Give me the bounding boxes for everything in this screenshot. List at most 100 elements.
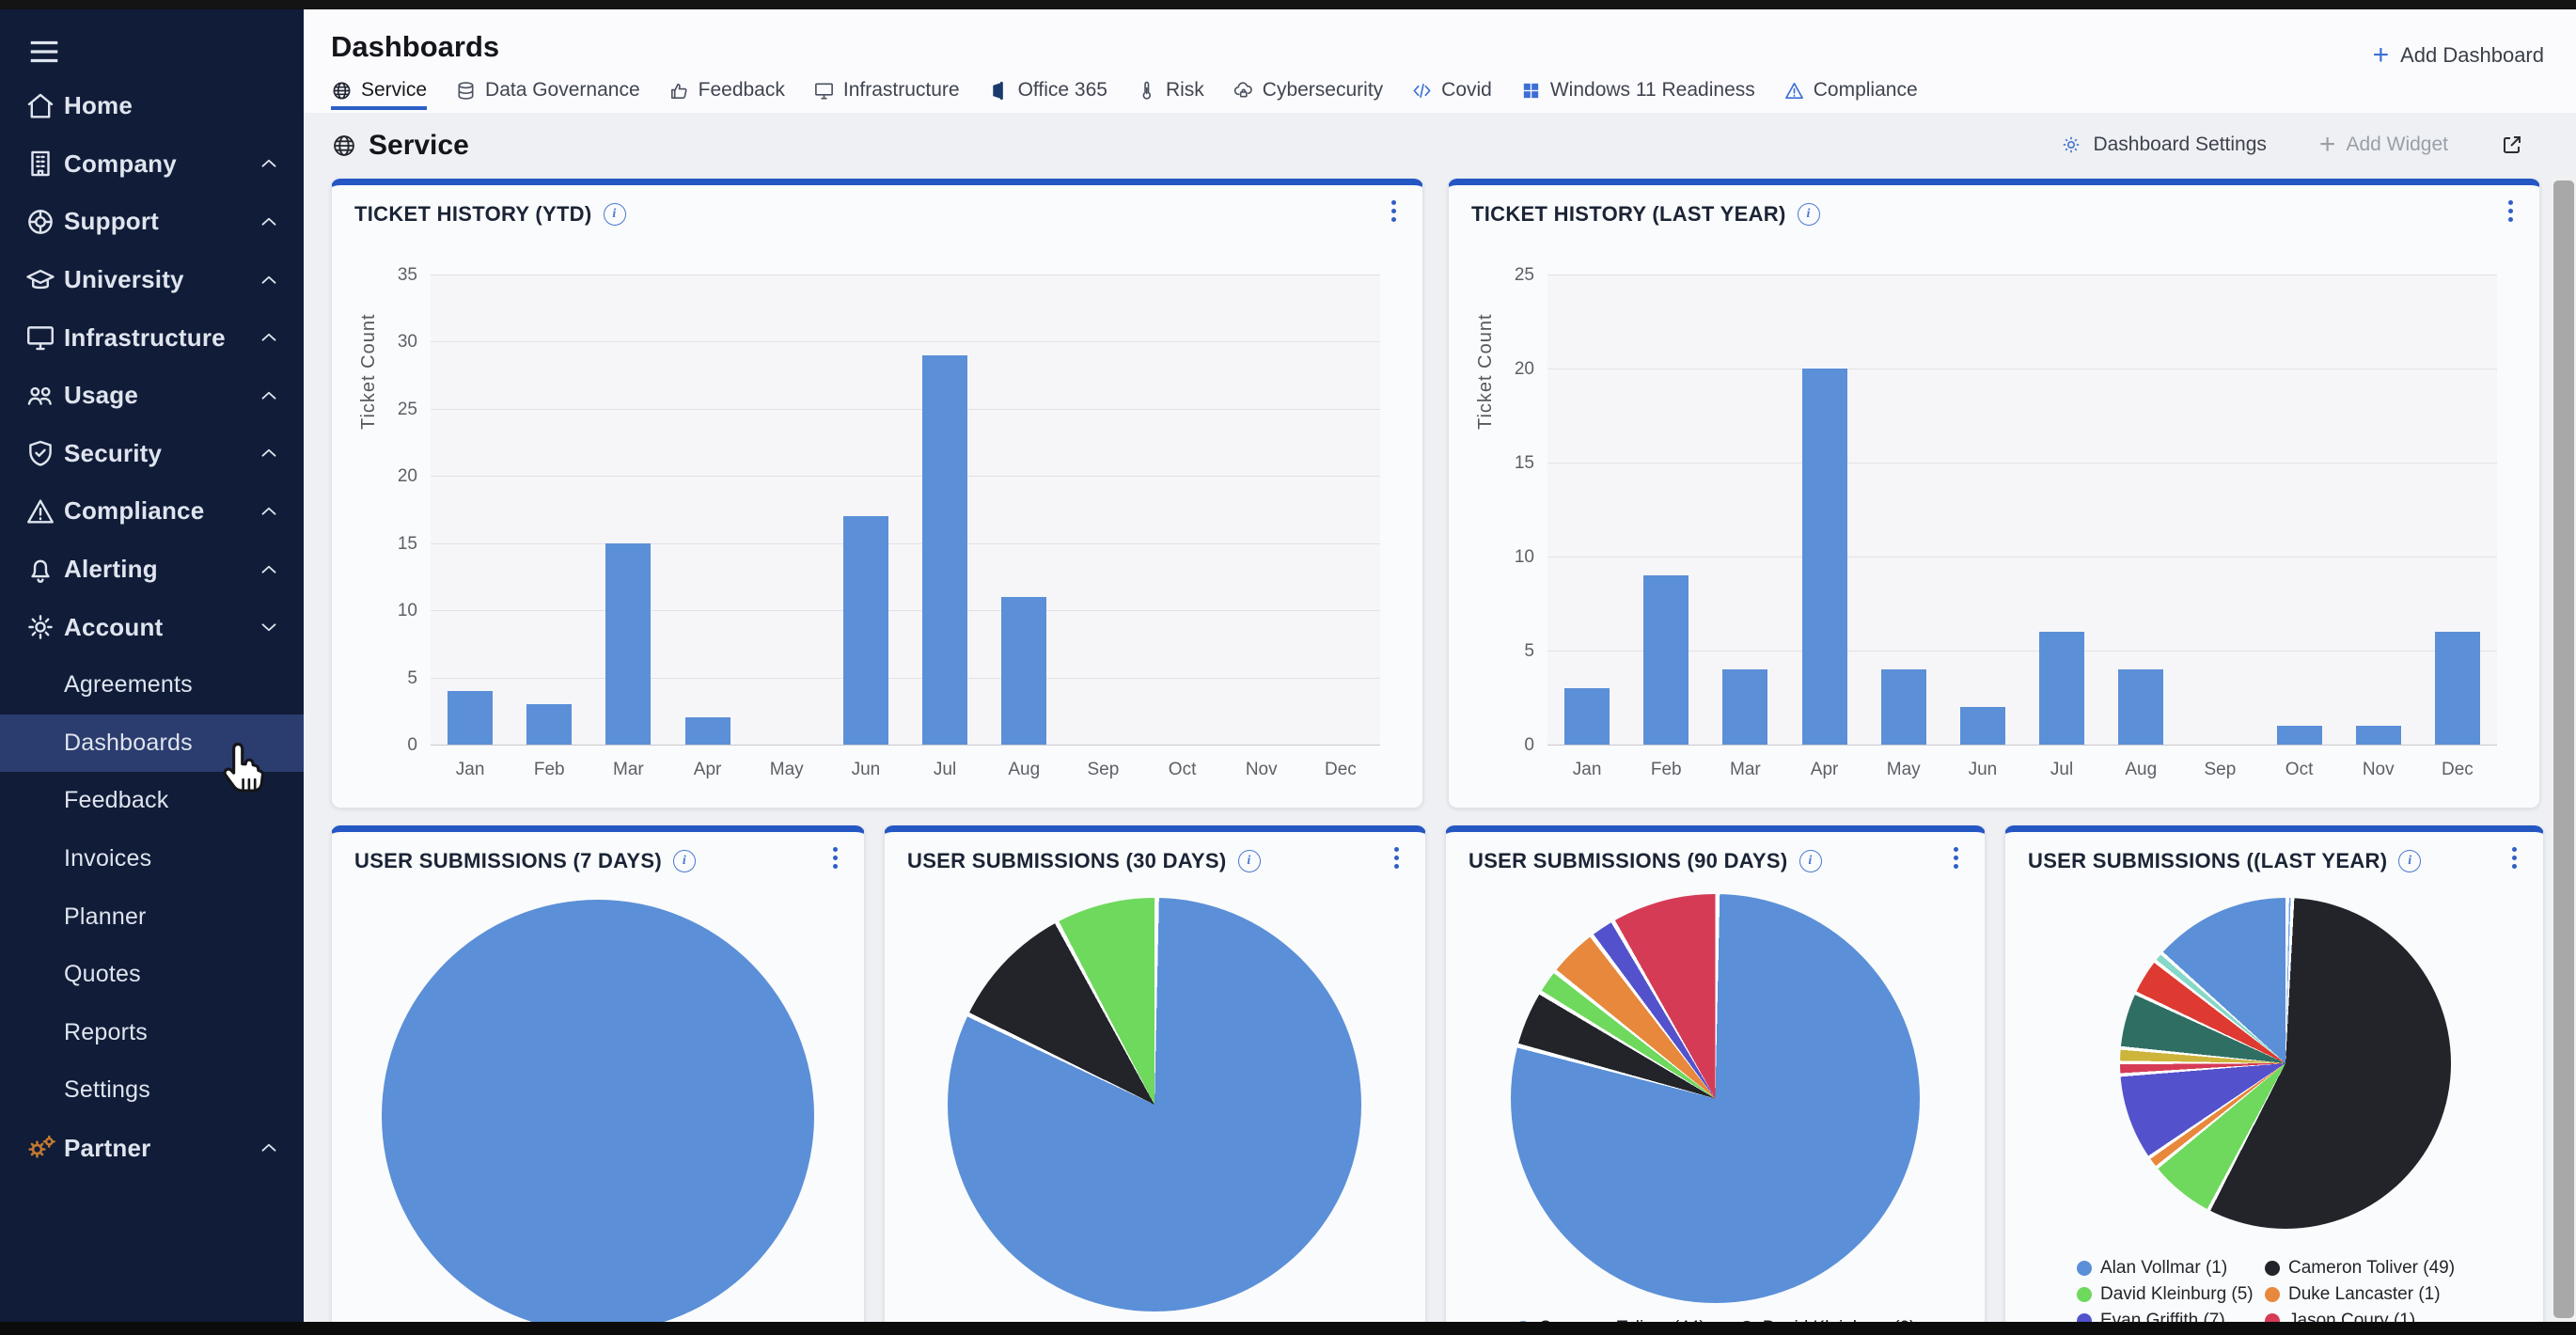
hamburger-menu-icon[interactable] [23, 34, 68, 71]
tab-label: Windows 11 Readiness [1549, 79, 1755, 101]
bar-chart-last-year: 0 5 10 15 20 25 Jan Feb Mar Apr May Jun Jul Aug Sep Oct… [1515, 265, 2497, 779]
bar [605, 542, 652, 745]
chevron-down-icon[interactable] [257, 615, 281, 639]
sidebar-item-alerting[interactable]: Alerting [0, 541, 304, 599]
tab-data-governance[interactable]: Data Governance [455, 79, 640, 110]
y-tick-label: 0 [407, 735, 417, 755]
legend-label: David Kleinburg (5) [2100, 1284, 2254, 1304]
bar [526, 704, 573, 745]
add-dashboard-button[interactable]: + Add Dashboard [2372, 39, 2544, 71]
chevron-up-icon[interactable] [257, 151, 281, 176]
gear-icon [2064, 136, 2080, 153]
chevron-up-icon[interactable] [257, 1136, 281, 1160]
sidebar-item-feedback[interactable]: Feedback [0, 772, 304, 830]
chevron-up-icon[interactable] [257, 499, 281, 524]
info-icon[interactable]: i [1798, 850, 1822, 872]
open-in-new-icon[interactable] [2501, 134, 2523, 156]
thermometer-icon [1142, 81, 1151, 100]
sidebar-item-security[interactable]: Security [0, 425, 304, 483]
scrollbar-thumb[interactable] [2553, 181, 2574, 1318]
sidebar-item-invoices[interactable]: Invoices [0, 830, 304, 888]
sidebar-item-company[interactable]: Company [0, 135, 304, 194]
info-icon[interactable]: i [603, 203, 626, 226]
tab-risk[interactable]: Risk [1136, 79, 1204, 110]
tab-covid[interactable]: Covid [1411, 79, 1492, 110]
tab-infrastructure[interactable]: Infrastructure [813, 79, 960, 110]
gridline [431, 610, 1380, 612]
thumbs-up-icon [670, 83, 687, 99]
chevron-up-icon[interactable] [257, 384, 281, 408]
sidebar-item-reports[interactable]: Reports [0, 1004, 304, 1062]
chevron-up-icon[interactable] [257, 268, 281, 292]
sidebar-item-dashboards[interactable]: Dashboards [0, 714, 304, 773]
code-icon [1413, 83, 1431, 98]
pie-legend-90d: Cameron Toliver (44) David Kleinburg (2) [1446, 1317, 1985, 1322]
tab-feedback[interactable]: Feedback [668, 79, 785, 110]
sidebar-item-label: Reports [64, 1018, 148, 1045]
legend-item: Jason Coury (1) [2265, 1310, 2462, 1322]
sidebar-item-partner[interactable]: Partner [0, 1120, 304, 1178]
bell-icon [24, 553, 58, 587]
widget-title: USER SUBMISSIONS (90 DAYS) [1469, 849, 1788, 872]
sidebar-item-planner[interactable]: Planner [0, 887, 304, 946]
kebab-menu-icon[interactable] [1384, 847, 1408, 875]
widget-header: USER SUBMISSIONS (90 DAYS) i [1446, 832, 1985, 887]
widget-ticket-history-ytd: TICKET HISTORY (YTD) i Ticket Count 0 5 10 1… [331, 179, 1423, 809]
sidebar-item-quotes[interactable]: Quotes [0, 946, 304, 1004]
x-tick-label: Mar [1730, 760, 1761, 779]
y-tick-label: 25 [397, 399, 417, 419]
add-widget-button[interactable]: + Add Widget [2319, 131, 2448, 159]
gridline [431, 677, 1380, 679]
sidebar: Home Company Support University Infrastr… [0, 9, 304, 1322]
chevron-up-icon[interactable] [257, 325, 281, 350]
kebab-menu-icon[interactable] [823, 847, 847, 875]
y-tick-label: 25 [1514, 265, 1534, 285]
sidebar-item-settings[interactable]: Settings [0, 1061, 304, 1120]
tab-office-365[interactable]: Office 365 [988, 79, 1107, 110]
info-icon[interactable]: i [1237, 850, 1261, 872]
x-tick-label: Jul [2050, 760, 2074, 779]
kebab-menu-icon[interactable] [1943, 847, 1968, 875]
sidebar-item-usage[interactable]: Usage [0, 367, 304, 425]
info-icon[interactable]: i [1797, 203, 1820, 226]
kebab-menu-icon[interactable] [2498, 200, 2522, 228]
x-tick-label: Nov [1245, 760, 1278, 779]
bar [1001, 596, 1047, 745]
sidebar-item-agreements[interactable]: Agreements [0, 656, 304, 715]
dashboard-settings-button[interactable]: Dashboard Settings [2060, 134, 2267, 156]
plus-icon: + [2372, 39, 2390, 71]
tab-cybersecurity[interactable]: Cybersecurity [1233, 79, 1383, 110]
widget-header: USER SUBMISSIONS (30 DAYS) i [885, 832, 1425, 887]
legend-dot [2077, 1287, 2092, 1302]
tab-windows-11-readiness[interactable]: Windows 11 Readiness [1520, 79, 1755, 110]
chevron-up-icon[interactable] [257, 210, 281, 234]
x-tick-label: Oct [1168, 760, 1197, 779]
sidebar-item-infrastructure[interactable]: Infrastructure [0, 308, 304, 367]
sidebar-item-compliance[interactable]: Compliance [0, 482, 304, 541]
sidebar-item-label: Dashboards [64, 729, 193, 756]
tab-service[interactable]: Service [331, 79, 428, 110]
sidebar-item-label: Alerting [64, 555, 158, 584]
x-tick-label: Aug [2125, 760, 2158, 779]
tab-label: Covid [1441, 79, 1492, 101]
widget-header: USER SUBMISSIONS (7 DAYS) i [332, 832, 864, 887]
kebab-menu-icon[interactable] [1381, 200, 1406, 228]
sidebar-item-university[interactable]: University [0, 251, 304, 309]
gridline [431, 408, 1380, 410]
kebab-menu-icon[interactable] [2502, 847, 2526, 875]
widget-user-submissions-30d: USER SUBMISSIONS (30 DAYS) i [884, 825, 1426, 1322]
tab-compliance[interactable]: Compliance [1783, 79, 1918, 110]
sidebar-item-support[interactable]: Support [0, 193, 304, 251]
legend-item: Cameron Toliver (44) [1515, 1317, 1705, 1322]
chevron-up-icon[interactable] [257, 441, 281, 465]
vertical-scrollbar[interactable] [2552, 177, 2576, 1322]
info-icon[interactable]: i [672, 850, 696, 872]
info-icon[interactable]: i [2398, 850, 2422, 872]
sidebar-item-home[interactable]: Home [0, 77, 304, 135]
sidebar-item-label: Support [64, 207, 160, 236]
bar [2118, 669, 2164, 745]
bar [1801, 369, 1847, 745]
legend-item: Evan Griffith (7) [2077, 1310, 2265, 1322]
chevron-up-icon[interactable] [257, 558, 281, 582]
sidebar-item-account[interactable]: Account [0, 598, 304, 656]
